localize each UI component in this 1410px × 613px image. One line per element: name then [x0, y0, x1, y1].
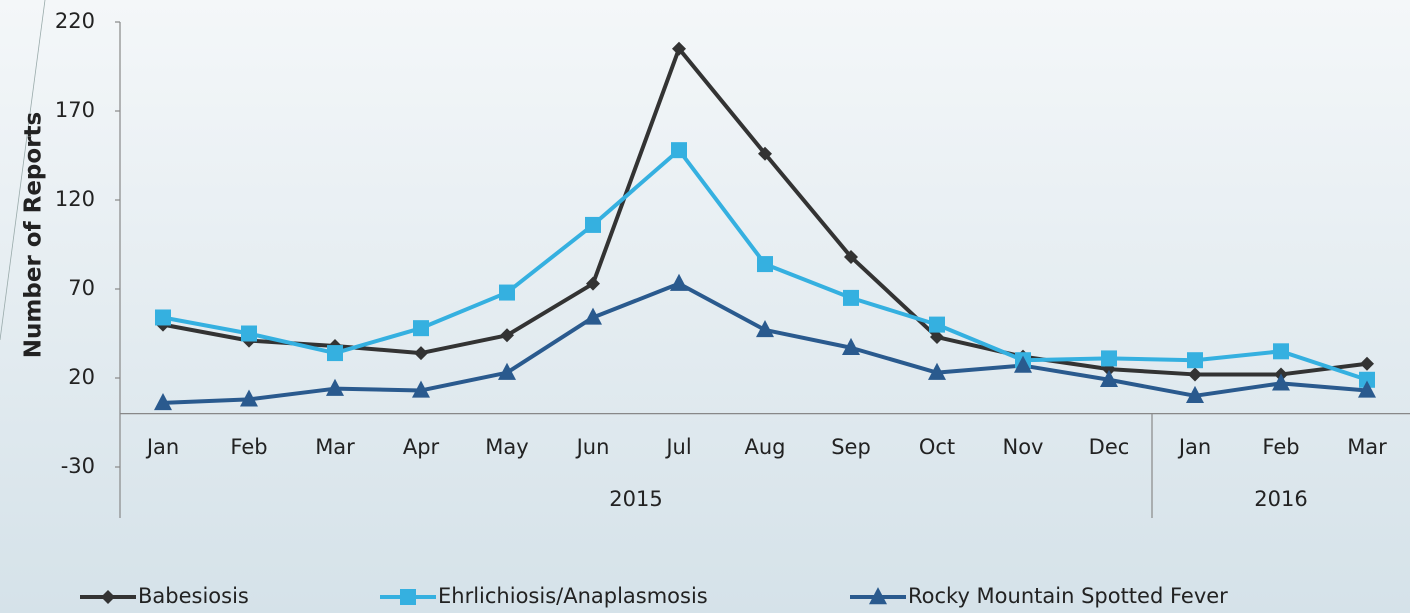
marker: [1272, 373, 1290, 391]
marker: [672, 41, 686, 56]
y-tick-label: -30: [61, 454, 95, 478]
marker: [499, 284, 515, 301]
marker: [413, 320, 429, 337]
x-tick-label: Oct: [919, 435, 955, 459]
x-tick-label: Feb: [1262, 435, 1299, 459]
marker: [326, 378, 344, 396]
marker: [1014, 355, 1032, 373]
marker: [154, 393, 172, 411]
x-tick-label: Mar: [1347, 435, 1387, 459]
marker: [1273, 343, 1289, 360]
marker: [928, 362, 946, 380]
marker: [757, 256, 773, 273]
y-tick-label: 220: [55, 9, 95, 33]
marker: [1187, 352, 1203, 369]
marker: [414, 346, 428, 361]
marker: [498, 362, 516, 380]
marker: [1188, 367, 1202, 382]
x-tick-label: Jun: [575, 435, 610, 459]
x-tick-label: Sep: [831, 435, 871, 459]
legend-label: Ehrlichiosis/Anaplasmosis: [438, 584, 708, 608]
x-tick-label: Jan: [145, 435, 179, 459]
x-tick-label: Mar: [315, 435, 355, 459]
marker: [1186, 385, 1204, 403]
legend-label: Rocky Mountain Spotted Fever: [908, 584, 1228, 608]
marker: [586, 276, 600, 291]
group-label: 2016: [1254, 487, 1307, 511]
marker: [1100, 369, 1118, 387]
x-tick-label: May: [485, 435, 528, 459]
marker: [930, 330, 944, 345]
y-tick-label: 120: [55, 187, 95, 211]
marker: [327, 345, 343, 362]
marker: [869, 587, 887, 605]
marker: [1359, 371, 1375, 388]
marker: [670, 273, 688, 291]
x-tick-label: Feb: [230, 435, 267, 459]
marker: [584, 307, 602, 325]
x-tick-label: Aug: [744, 435, 785, 459]
marker: [1360, 356, 1374, 371]
marker: [843, 289, 859, 306]
x-tick-label: Jan: [1177, 435, 1211, 459]
marker: [155, 309, 171, 326]
marker: [585, 216, 601, 233]
marker: [929, 316, 945, 333]
marker: [500, 328, 514, 343]
marker: [756, 320, 774, 338]
y-tick-label: 70: [68, 276, 95, 300]
marker: [400, 589, 416, 605]
marker: [844, 249, 858, 264]
y-tick-label: 170: [55, 98, 95, 122]
marker: [1358, 380, 1376, 398]
marker: [412, 380, 430, 398]
marker: [240, 389, 258, 407]
y-tick-label: 20: [68, 365, 95, 389]
marker: [671, 142, 687, 159]
legend-label: Babesiosis: [138, 584, 249, 608]
group-label: 2015: [609, 487, 662, 511]
x-tick-label: Dec: [1089, 435, 1130, 459]
marker: [101, 590, 115, 604]
y-axis-label: Number of Reports: [21, 112, 47, 358]
marker: [758, 146, 772, 161]
decor-line: [0, 0, 46, 341]
x-tick-label: Nov: [1003, 435, 1044, 459]
marker: [1101, 350, 1117, 367]
x-tick-label: Apr: [403, 435, 440, 459]
marker: [241, 325, 257, 342]
marker: [842, 337, 860, 355]
x-tick-label: Jul: [664, 435, 691, 459]
